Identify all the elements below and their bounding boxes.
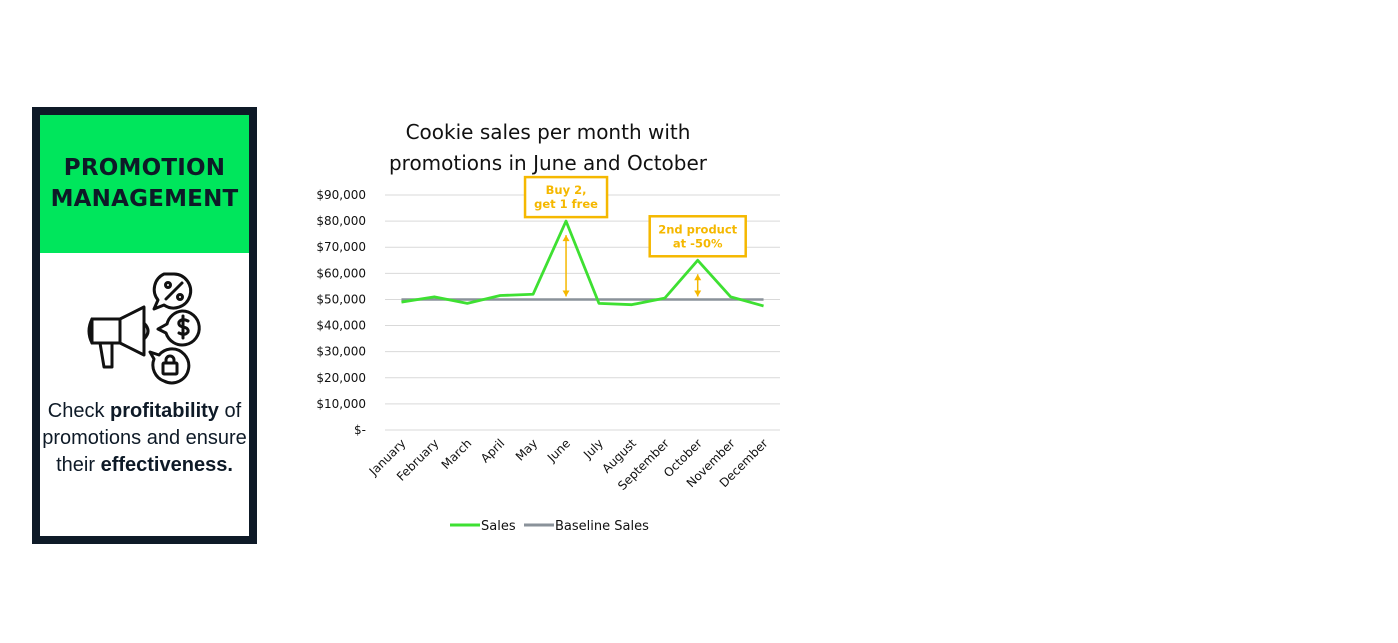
legend-label: Baseline Sales	[555, 519, 649, 534]
annotation-arrowhead	[694, 290, 702, 297]
card-text-bold2: effectiveness.	[100, 454, 233, 476]
annotation-label: Buy 2,	[546, 183, 587, 197]
series-line-sales	[401, 219, 764, 308]
card-body: Check profitability of promotions and en…	[40, 253, 249, 536]
annotation-label: get 1 free	[534, 197, 598, 211]
y-tick-label: $10,000	[316, 397, 366, 411]
y-tick-label: $80,000	[316, 214, 366, 228]
x-tick-label: May	[513, 436, 540, 463]
promotion-card: PROMOTION MANAGEMENT	[32, 107, 257, 544]
x-tick-label: April	[478, 436, 507, 465]
annotation-arrowhead	[562, 235, 570, 242]
y-tick-label: $50,000	[316, 292, 366, 306]
y-tick-label: $40,000	[316, 319, 366, 333]
card-text-bold1: profitability	[110, 400, 219, 422]
chart-title-line2: promotions in June and October	[389, 151, 708, 175]
y-tick-label: $-	[354, 423, 366, 437]
annotation-arrowhead	[694, 274, 702, 281]
sales-line-chart: Cookie sales per month with promotions i…	[316, 120, 780, 534]
y-tick-label: $60,000	[316, 266, 366, 280]
card-title-line2: MANAGEMENT	[50, 186, 239, 212]
card-text-part2: of promotions and ensure their	[42, 400, 247, 476]
y-tick-label: $70,000	[316, 240, 366, 254]
chart-title-line1: Cookie sales per month with	[406, 120, 691, 144]
annotation-arrowhead	[562, 290, 570, 297]
y-tick-label: $90,000	[316, 188, 366, 202]
x-tick-label: June	[544, 436, 573, 465]
card-text-part1: Check	[47, 400, 111, 422]
x-tick-label: March	[439, 436, 475, 472]
legend-label: Sales	[481, 519, 516, 534]
annotation-box	[523, 175, 609, 219]
y-tick-label: $20,000	[316, 371, 366, 385]
megaphone-icon	[87, 272, 201, 385]
card-title-line1: PROMOTION	[63, 155, 226, 181]
x-tick-label: July	[580, 436, 606, 462]
annotation-label: 2nd product	[658, 222, 737, 236]
card-description: Check profitability of promotions and en…	[40, 398, 249, 479]
annotation-label: at -50%	[673, 236, 723, 250]
card-header: PROMOTION MANAGEMENT	[40, 115, 249, 253]
y-tick-label: $30,000	[316, 345, 366, 359]
chart-container: Cookie sales per month with promotions i…	[300, 100, 800, 550]
annotation-box	[648, 215, 747, 258]
